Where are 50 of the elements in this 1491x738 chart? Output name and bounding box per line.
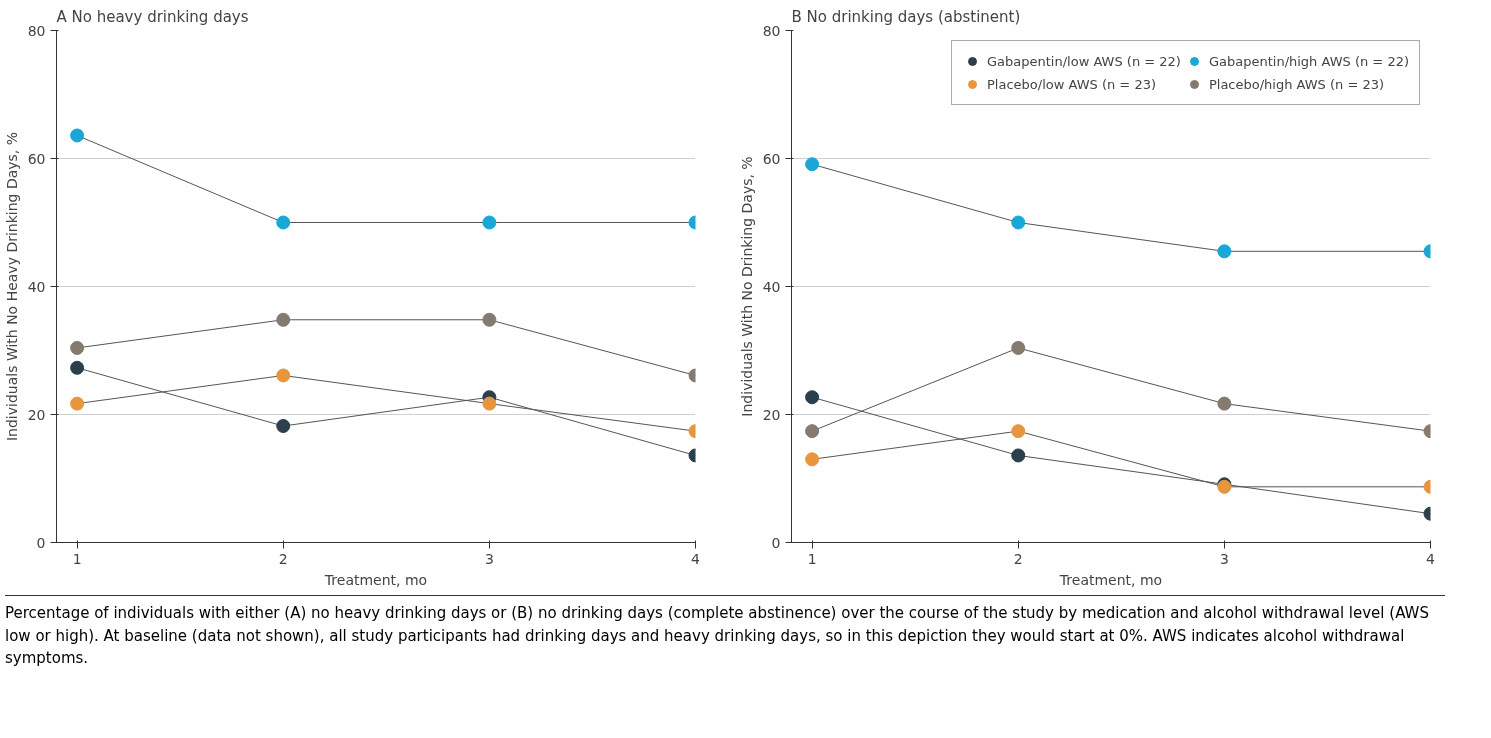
text: A No heavy drinking days (56, 7, 249, 26)
y-tick-label: 40 (27, 278, 46, 295)
point (805, 452, 820, 467)
point (482, 312, 497, 327)
x-axis-title: Treatment, mo (323, 571, 428, 588)
legend-label: Gabapentin/high AWS (n = 22) (1208, 53, 1409, 69)
y-tick-label: 60 (762, 150, 781, 167)
point (1011, 215, 1026, 230)
point (1011, 424, 1026, 439)
y-tick-label: 0 (771, 534, 781, 551)
x-tick-label: 2 (1013, 550, 1023, 567)
point (1011, 340, 1026, 355)
y-tick-label: 40 (762, 278, 781, 295)
x-tick-label: 2 (278, 550, 288, 567)
y-tick-label: 80 (27, 22, 46, 39)
y-tick-label: 60 (27, 150, 46, 167)
point (1011, 448, 1026, 463)
point (70, 128, 85, 143)
point (1217, 244, 1232, 259)
point (276, 368, 291, 383)
point (805, 424, 820, 439)
y-axis-title: Individuals With No Drinking Days, % (738, 156, 755, 417)
point (70, 360, 85, 375)
legend-label: Placebo/high AWS (n = 23) (1208, 76, 1385, 92)
x-tick-label: 1 (807, 550, 817, 567)
y-tick-label: 80 (762, 22, 781, 39)
point (70, 340, 85, 355)
point (482, 396, 497, 411)
x-tick-label: 3 (484, 550, 494, 567)
y-tick-label: 20 (27, 406, 46, 423)
point (276, 419, 291, 434)
point (276, 312, 291, 327)
point (805, 390, 820, 405)
x-tick-label: 4 (691, 550, 701, 567)
point (805, 157, 820, 172)
y-tick-label: 0 (36, 534, 46, 551)
point (1217, 396, 1232, 411)
x-tick-label: 3 (1219, 550, 1229, 567)
legend-label: Gabapentin/low AWS (n = 22) (987, 53, 1181, 69)
x-tick-label: 4 (1426, 550, 1436, 567)
x-tick-label: 1 (72, 550, 82, 567)
point (276, 215, 291, 230)
y-axis-title: Individuals With No Heavy Drinking Days, % (3, 131, 20, 442)
text: Percentage of individuals with either (A) no heavy drinking days or (B) no drinking days (complete abstinence) over the course of the study by medication and alcohol withdrawal level (AWS low or high). At baseline (data not shown), all study participants had drinking days and heavy drinking days, so in this depiction they would start at 0%. AWS indicates alcohol withdrawal symptoms. (5, 595, 1445, 670)
x-axis-title: Treatment, mo (1058, 571, 1163, 588)
point (70, 396, 85, 411)
text: B No drinking days (abstinent) (791, 7, 1021, 26)
point (482, 215, 497, 230)
y-tick-label: 20 (762, 406, 781, 423)
legend-label: Placebo/low AWS (n = 23) (987, 76, 1156, 92)
